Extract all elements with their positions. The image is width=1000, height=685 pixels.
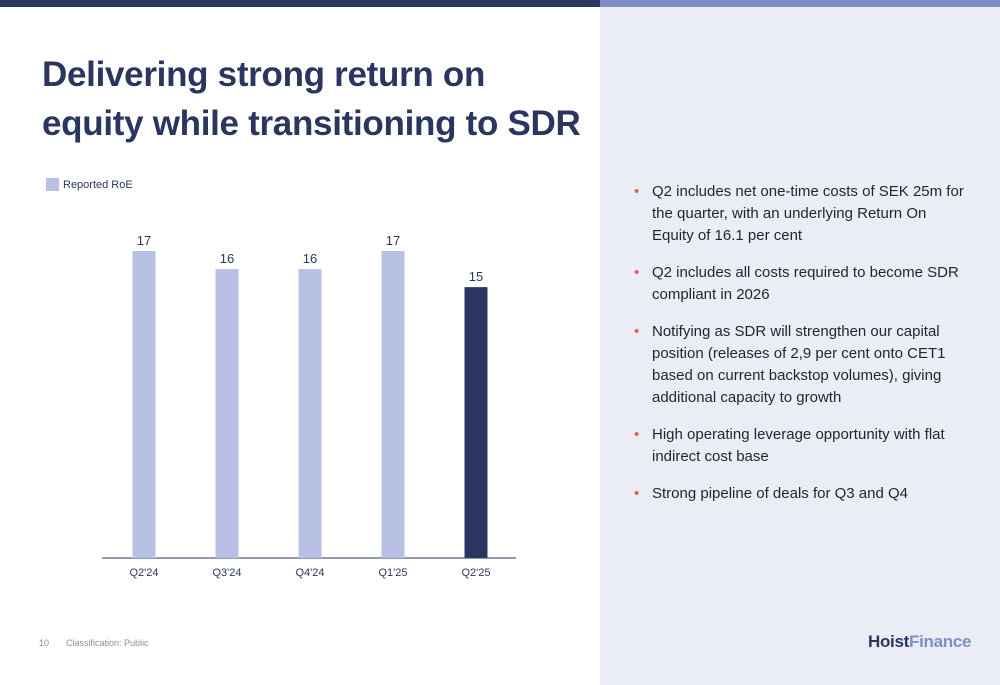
bar-Q4'24 <box>298 269 322 558</box>
bullet-dot-icon: • <box>634 426 640 443</box>
bullet-item: • High operating leverage opportunity wit… <box>626 424 971 468</box>
value-label: 17 <box>386 233 400 248</box>
right-panel <box>600 7 1000 685</box>
logo-part-1: Hoist <box>868 632 910 651</box>
x-tick-label: Q3'24 <box>212 567 241 579</box>
bullet-dot-icon: • <box>634 264 640 281</box>
top-bar-light <box>600 0 1000 7</box>
bars-group: 17 Q2'24 16 Q3'24 16 Q4'24 17 Q1'25 15 Q2'25 <box>129 233 490 579</box>
value-label: 16 <box>303 251 317 266</box>
slide-title: Delivering strong return on equity while… <box>42 55 581 143</box>
bullet-list: • Q2 includes net one-time costs of SEK 2… <box>626 181 971 520</box>
page-number: 10 <box>39 638 50 648</box>
bullet-text: Q2 includes net one-time costs of SEK 25… <box>652 183 964 244</box>
bullet-dot-icon: • <box>634 485 640 502</box>
classification-label: Classification: Public <box>66 638 149 648</box>
bar-Q2'24 <box>132 251 156 558</box>
legend-label: Reported RoE <box>63 178 133 191</box>
x-tick-label: Q1'25 <box>378 567 407 579</box>
x-tick-label: Q4'24 <box>295 567 324 579</box>
value-label: 15 <box>469 269 483 284</box>
bullet-item: • Notifying as SDR will strengthen our ca… <box>626 321 971 409</box>
x-tick-label: Q2'24 <box>129 567 158 579</box>
bar-Q1'25 <box>381 251 405 558</box>
bar-Q3'24 <box>215 269 239 558</box>
value-label: 17 <box>137 233 151 248</box>
top-bar-dark <box>0 0 600 7</box>
bullet-text: Q2 includes all costs required to become… <box>652 264 959 303</box>
bullet-dot-icon: • <box>634 323 640 340</box>
value-label: 16 <box>220 251 234 266</box>
bullet-item: • Strong pipeline of deals for Q3 and Q4 <box>626 483 971 505</box>
roe-bar-chart: 17 Q2'24 16 Q3'24 16 Q4'24 17 Q1'25 15 Q2'25 <box>102 233 516 579</box>
chart-legend: Reported RoE <box>46 178 133 191</box>
bullet-text: Notifying as SDR will strengthen our cap… <box>652 323 946 406</box>
bullet-text: High operating leverage opportunity with… <box>652 426 945 465</box>
bullet-item: • Q2 includes net one-time costs of SEK 2… <box>626 181 971 247</box>
bar-Q2'25 <box>464 287 488 558</box>
logo-part-2: Finance <box>909 632 972 651</box>
bullet-dot-icon: • <box>634 183 640 200</box>
x-tick-label: Q2'25 <box>461 567 490 579</box>
bullet-item: • Q2 includes all costs required to becom… <box>626 262 971 306</box>
bullet-text: Strong pipeline of deals for Q3 and Q4 <box>652 485 908 502</box>
hoist-finance-logo: HoistFinance <box>868 632 971 652</box>
legend-swatch <box>46 178 59 191</box>
